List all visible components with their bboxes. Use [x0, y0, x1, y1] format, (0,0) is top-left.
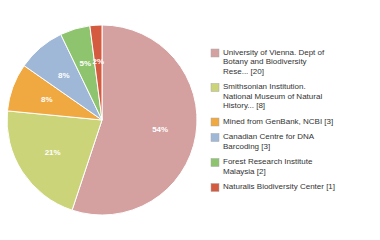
data-label: 8% [58, 71, 70, 80]
legend-item: Mined from GenBank, NCBI [3] [211, 117, 333, 126]
legend-label: Naturalis Biodiversity Center [1] [223, 182, 335, 191]
legend-swatch [211, 184, 219, 192]
data-label: 2% [92, 57, 104, 66]
pie [7, 25, 197, 215]
legend-label: Canadian Centre for DNABarcoding [3] [223, 132, 315, 151]
chart-svg: 54% 21% 8% 8% 5%2% University of Vienna. Dept… [0, 0, 380, 240]
data-labels: 54% 21% 8% 8% 5%2% [41, 57, 168, 157]
pie-slice [7, 111, 102, 210]
legend-swatch [211, 134, 219, 142]
chart-container: 54% 21% 8% 8% 5%2% University of Vienna. Dept… [0, 0, 380, 240]
pie-slice [90, 25, 102, 120]
legend-item: Forest Research InstituteMalaysia [2] [211, 157, 313, 176]
legend-item: Canadian Centre for DNABarcoding [3] [211, 132, 315, 151]
legend-swatch [211, 159, 219, 167]
legend-label: University of Vienna. Dept ofBotany and … [223, 48, 325, 76]
legend-swatch [211, 84, 219, 92]
legend-item: University of Vienna. Dept ofBotany and … [211, 48, 325, 76]
legend-swatch [211, 49, 219, 57]
legend-item: Naturalis Biodiversity Center [1] [211, 182, 335, 191]
legend-item: Smithsonian Institution.National Museum … [211, 82, 322, 110]
data-label: 8% [41, 95, 53, 104]
data-label: 21% [45, 148, 61, 157]
legend-label: Smithsonian Institution.National Museum … [223, 82, 322, 110]
data-label: 54% [152, 125, 168, 134]
legend-label: Forest Research InstituteMalaysia [2] [223, 157, 313, 176]
legend: University of Vienna. Dept ofBotany and … [211, 48, 335, 192]
data-label: 5% [79, 59, 91, 68]
legend-swatch [211, 118, 219, 126]
legend-label: Mined from GenBank, NCBI [3] [223, 117, 333, 126]
